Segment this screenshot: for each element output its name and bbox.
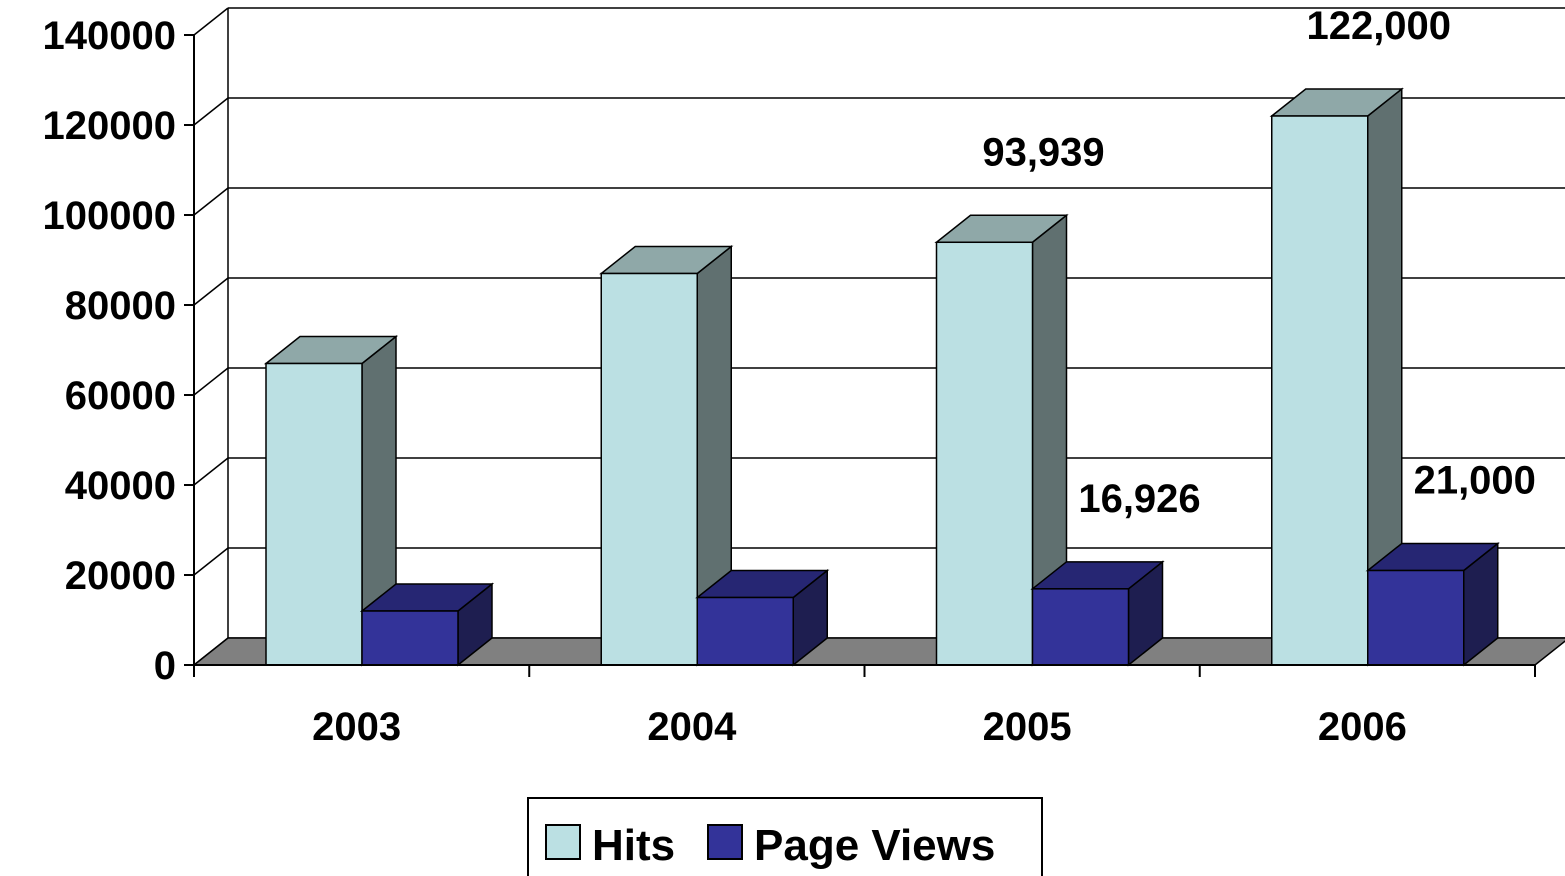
bar-front (600, 272, 698, 666)
data-label: 16,926 (1078, 477, 1200, 521)
y-tick-label: 0 (154, 644, 176, 688)
side-gridline (193, 547, 229, 576)
side-gridline (193, 187, 229, 216)
legend-label: Page Views (754, 821, 995, 870)
data-label: 21,000 (1414, 459, 1536, 503)
bar-front (696, 596, 794, 666)
side-gridline (193, 367, 229, 396)
legend-label: Hits (592, 821, 675, 870)
y-tick-label: 140000 (43, 14, 176, 58)
bar-page-views-2003 (359, 582, 495, 667)
bar-page-views-2006 (1365, 541, 1500, 667)
legend-swatch (545, 824, 581, 860)
bar-hits-2006 (1269, 87, 1404, 667)
side-gridline (193, 7, 229, 36)
y-tick-label: 60000 (65, 374, 176, 418)
data-label: 122,000 (1306, 4, 1451, 48)
y-tick-label: 80000 (65, 284, 176, 328)
legend-box (527, 797, 1043, 876)
x-tick-label: 2004 (647, 705, 737, 749)
bar-hits-2005 (934, 213, 1069, 667)
side-gridline (193, 457, 229, 486)
bar-hits-2004 (599, 244, 734, 667)
axis-layer: 0 20000 40000 60000 80000 100000 120000 140000 2… (43, 14, 1536, 749)
bar-front (265, 362, 363, 666)
x-tick-label: 2005 (983, 705, 1072, 749)
bar-front (361, 610, 459, 666)
bar-front (1367, 569, 1465, 666)
legend-swatch (707, 824, 743, 860)
side-gridline (193, 97, 229, 126)
bars-layer (263, 87, 1500, 667)
y-tick-label: 40000 (65, 464, 176, 508)
y-tick-label: 100000 (43, 194, 176, 238)
x-tick-label: 2003 (312, 705, 401, 749)
grid-layer (193, 7, 1565, 666)
side-gridline (193, 277, 229, 306)
y-tick-label: 20000 (65, 554, 176, 598)
bar-front (935, 241, 1034, 666)
y-tick-label: 120000 (43, 104, 176, 148)
data-label: 93,939 (982, 130, 1104, 174)
legend: Hits Page Views (527, 797, 1043, 876)
bar-page-views-2005 (1030, 560, 1165, 667)
bar-front (1271, 115, 1369, 666)
labels-layer: 93,939 122,000 16,926 21,000 (982, 4, 1536, 521)
bar-page-views-2004 (695, 568, 830, 667)
x-tick-label: 2006 (1318, 705, 1407, 749)
bar-hits-2003 (263, 334, 399, 667)
bar-front (1031, 588, 1130, 666)
